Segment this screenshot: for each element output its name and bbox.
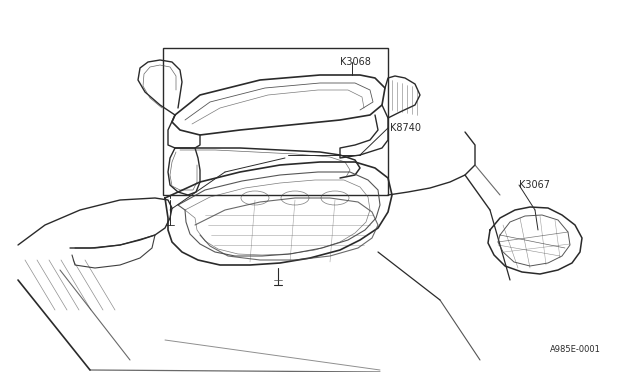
Text: K3067: K3067: [519, 180, 550, 190]
Bar: [163, 48, 388, 195]
Text: A985E-0001: A985E-0001: [550, 346, 600, 355]
Text: K3068: K3068: [340, 57, 371, 67]
Text: K8740: K8740: [390, 123, 421, 133]
